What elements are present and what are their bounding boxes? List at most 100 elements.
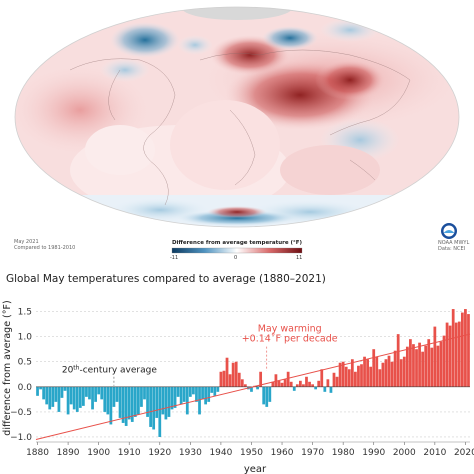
y-tick-label: 1.5 <box>18 308 32 318</box>
bar-1971 <box>314 386 318 390</box>
bar-1967 <box>302 384 305 387</box>
bar-1917 <box>149 386 152 427</box>
bar-1943 <box>228 374 232 387</box>
temperature-bar-chart: 1.5 1.0 0.5 0.0 −0.5 −1.0 1880 1890 1900 1910 1920… <box>2 300 474 474</box>
x-tick-label: 2020 <box>454 448 474 458</box>
bar-1937 <box>210 386 214 393</box>
bar-1914 <box>140 386 143 407</box>
bar-2003 <box>412 344 415 387</box>
bar-1881 <box>39 386 42 390</box>
x-tick-label: 1970 <box>301 448 324 458</box>
bar-1918 <box>152 386 156 430</box>
bar-2012 <box>439 341 443 387</box>
bar-1952 <box>256 386 259 390</box>
bar-1930 <box>188 386 192 397</box>
bar-1898 <box>91 386 94 410</box>
bar-1958 <box>274 374 278 387</box>
bar-1992 <box>378 369 382 387</box>
bar-1931 <box>192 386 195 395</box>
x-tick-label: 1960 <box>271 448 294 458</box>
x-tick-label: 1900 <box>87 448 110 458</box>
bar-1900 <box>97 386 101 395</box>
bar-1944 <box>231 362 235 387</box>
bar-1968 <box>305 376 308 387</box>
bar-2014 <box>445 322 449 387</box>
bar-1915 <box>143 386 146 400</box>
bar-2020 <box>464 309 467 387</box>
bar-1977 <box>332 372 336 387</box>
bar-1884 <box>48 386 52 410</box>
bar-1905 <box>112 386 116 407</box>
baseline-label: 20th-century average <box>62 364 157 375</box>
bar-1975 <box>326 379 330 387</box>
bar-2015 <box>448 325 452 387</box>
bar-1880 <box>36 386 39 396</box>
legend-title: Difference from average temperature (°F) <box>171 240 303 246</box>
map-credit-line1: NOAA MWYL <box>438 240 470 246</box>
bar-1934 <box>201 386 204 400</box>
bar-1888 <box>60 386 64 398</box>
bar-1956 <box>268 386 272 402</box>
coastlines <box>69 49 411 206</box>
bar-1990 <box>372 349 376 387</box>
anomaly-map <box>14 6 460 254</box>
bar-1907 <box>118 386 122 418</box>
bar-2016 <box>451 309 455 387</box>
bar-1979 <box>338 362 342 387</box>
bar-2002 <box>409 339 412 387</box>
bar-2009 <box>430 347 434 387</box>
bar-1972 <box>317 380 321 387</box>
bar-1899 <box>94 386 97 402</box>
bar-1996 <box>390 361 394 387</box>
bar-1920 <box>158 386 162 437</box>
bar-1959 <box>277 380 281 387</box>
bar-1903 <box>106 386 110 415</box>
trend-label-line1: May warming <box>258 324 322 335</box>
bar-1906 <box>115 386 119 402</box>
bar-1995 <box>387 355 391 387</box>
bar-1921 <box>161 386 165 415</box>
bar-2005 <box>418 342 421 387</box>
bar-1933 <box>198 386 201 415</box>
bar-1957 <box>271 381 275 387</box>
bar-1897 <box>88 386 91 400</box>
x-tick-label: 1950 <box>240 448 263 458</box>
y-tick-label: −0.5 <box>10 408 32 418</box>
annotations: 20th-century average May warming+0.14˚F p… <box>35 324 471 440</box>
bar-1973 <box>320 369 324 387</box>
bar-1926 <box>176 386 180 397</box>
x-tick-label: 2010 <box>423 448 446 458</box>
bar-1945 <box>234 361 238 387</box>
trend-line <box>35 333 471 440</box>
bar-2001 <box>405 346 409 387</box>
bar-1896 <box>85 386 88 397</box>
bar-1978 <box>335 376 339 387</box>
bar-1998 <box>396 334 400 387</box>
bar-2018 <box>457 321 461 387</box>
bar-1908 <box>121 386 125 423</box>
bar-1963 <box>289 381 293 387</box>
bar-1887 <box>57 386 61 412</box>
chart-title: Global May temperatures compared to aver… <box>6 273 326 285</box>
bar-1981 <box>344 366 348 387</box>
bar-1976 <box>329 386 333 393</box>
bar-1885 <box>51 386 55 407</box>
x-tick-label: 1880 <box>26 448 49 458</box>
bar-1942 <box>225 357 229 387</box>
bar-1980 <box>341 361 345 387</box>
bar-1890 <box>66 386 70 415</box>
bar-2010 <box>433 326 437 387</box>
bar-1986 <box>360 364 363 387</box>
bar-2008 <box>427 339 431 387</box>
noaa-logo-icon <box>441 223 457 239</box>
bar-1886 <box>54 386 58 402</box>
bar-1883 <box>45 386 49 405</box>
bar-1969 <box>308 381 311 387</box>
bar-1892 <box>72 386 76 410</box>
bar-1984 <box>354 371 357 387</box>
bar-1902 <box>103 386 107 412</box>
bar-1991 <box>375 356 379 387</box>
bar-1932 <box>195 386 198 402</box>
bar-1961 <box>283 379 287 387</box>
x-tick-label: 1980 <box>332 448 355 458</box>
